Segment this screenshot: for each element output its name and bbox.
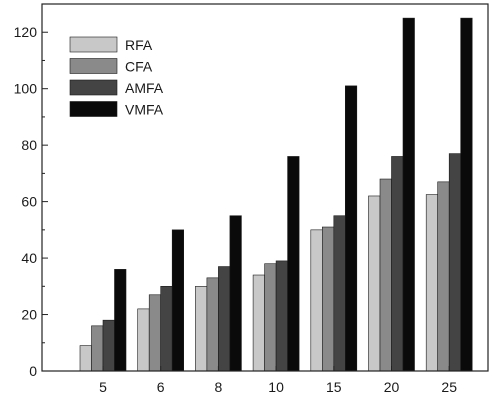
x-tick-label: 20 <box>384 379 400 395</box>
legend-label-cfa: CFA <box>125 59 153 75</box>
x-tick-label: 25 <box>441 379 457 395</box>
legend-swatch-amfa <box>69 79 118 96</box>
bar-amfa-15 <box>333 215 346 372</box>
bar-cfa-20 <box>379 178 392 372</box>
bar-vmfa-15 <box>344 85 358 372</box>
x-tick-label: 10 <box>268 379 284 395</box>
y-tick-label: 40 <box>21 250 37 266</box>
y-axis: 0 20 40 60 80 100 120 <box>14 24 48 379</box>
y-tick-label: 20 <box>21 307 37 323</box>
y-tick-label: 60 <box>21 194 37 210</box>
x-tick-label: 5 <box>99 379 107 395</box>
bar-rfa-10 <box>252 274 265 372</box>
legend-swatch-rfa <box>69 36 118 53</box>
bars-layer <box>79 17 473 372</box>
bar-rfa-15 <box>310 229 323 372</box>
x-tick-label: 8 <box>215 379 223 395</box>
bar-vmfa-20 <box>402 17 415 372</box>
bar-amfa-20 <box>391 156 404 372</box>
y-tick-label: 0 <box>29 363 37 379</box>
x-tick-label: 6 <box>157 379 165 395</box>
legend-label-vmfa: VMFA <box>125 102 164 118</box>
bar-rfa-6 <box>137 308 150 372</box>
y-tick-label: 120 <box>14 24 38 40</box>
bar-cfa-8 <box>206 277 219 372</box>
bar-vmfa-6 <box>171 229 184 372</box>
bar-amfa-5 <box>102 319 115 372</box>
bar-rfa-25 <box>425 194 439 372</box>
bar-cfa-15 <box>321 226 335 372</box>
bar-vmfa-8 <box>229 215 242 372</box>
bar-vmfa-5 <box>114 269 127 372</box>
y-tick-label: 80 <box>21 137 37 153</box>
bar-amfa-6 <box>160 286 173 372</box>
plot-area-frame <box>41 3 489 372</box>
bar-rfa-8 <box>195 286 208 372</box>
bar-cfa-25 <box>437 181 450 372</box>
bar-cfa-10 <box>264 263 277 372</box>
legend-swatch-cfa <box>69 58 118 74</box>
bar-rfa-5 <box>79 345 92 372</box>
bar-cfa-5 <box>91 325 104 372</box>
bar-amfa-8 <box>218 266 231 372</box>
legend-label-amfa: AMFA <box>125 80 164 96</box>
y-tick-label: 100 <box>14 81 38 97</box>
bar-amfa-25 <box>448 153 462 372</box>
x-axis: 5 6 8 10 15 20 25 <box>99 366 457 395</box>
legend: RFA CFA AMFA VMFA <box>69 36 164 118</box>
legend-label-rfa: RFA <box>125 37 153 53</box>
bar-rfa-20 <box>368 195 381 372</box>
bar-vmfa-25 <box>460 17 473 372</box>
bar-vmfa-10 <box>287 156 300 372</box>
x-tick-label: 15 <box>326 379 342 395</box>
legend-swatch-vmfa <box>69 101 118 117</box>
bar-amfa-10 <box>275 260 288 372</box>
bar-cfa-6 <box>148 294 161 372</box>
